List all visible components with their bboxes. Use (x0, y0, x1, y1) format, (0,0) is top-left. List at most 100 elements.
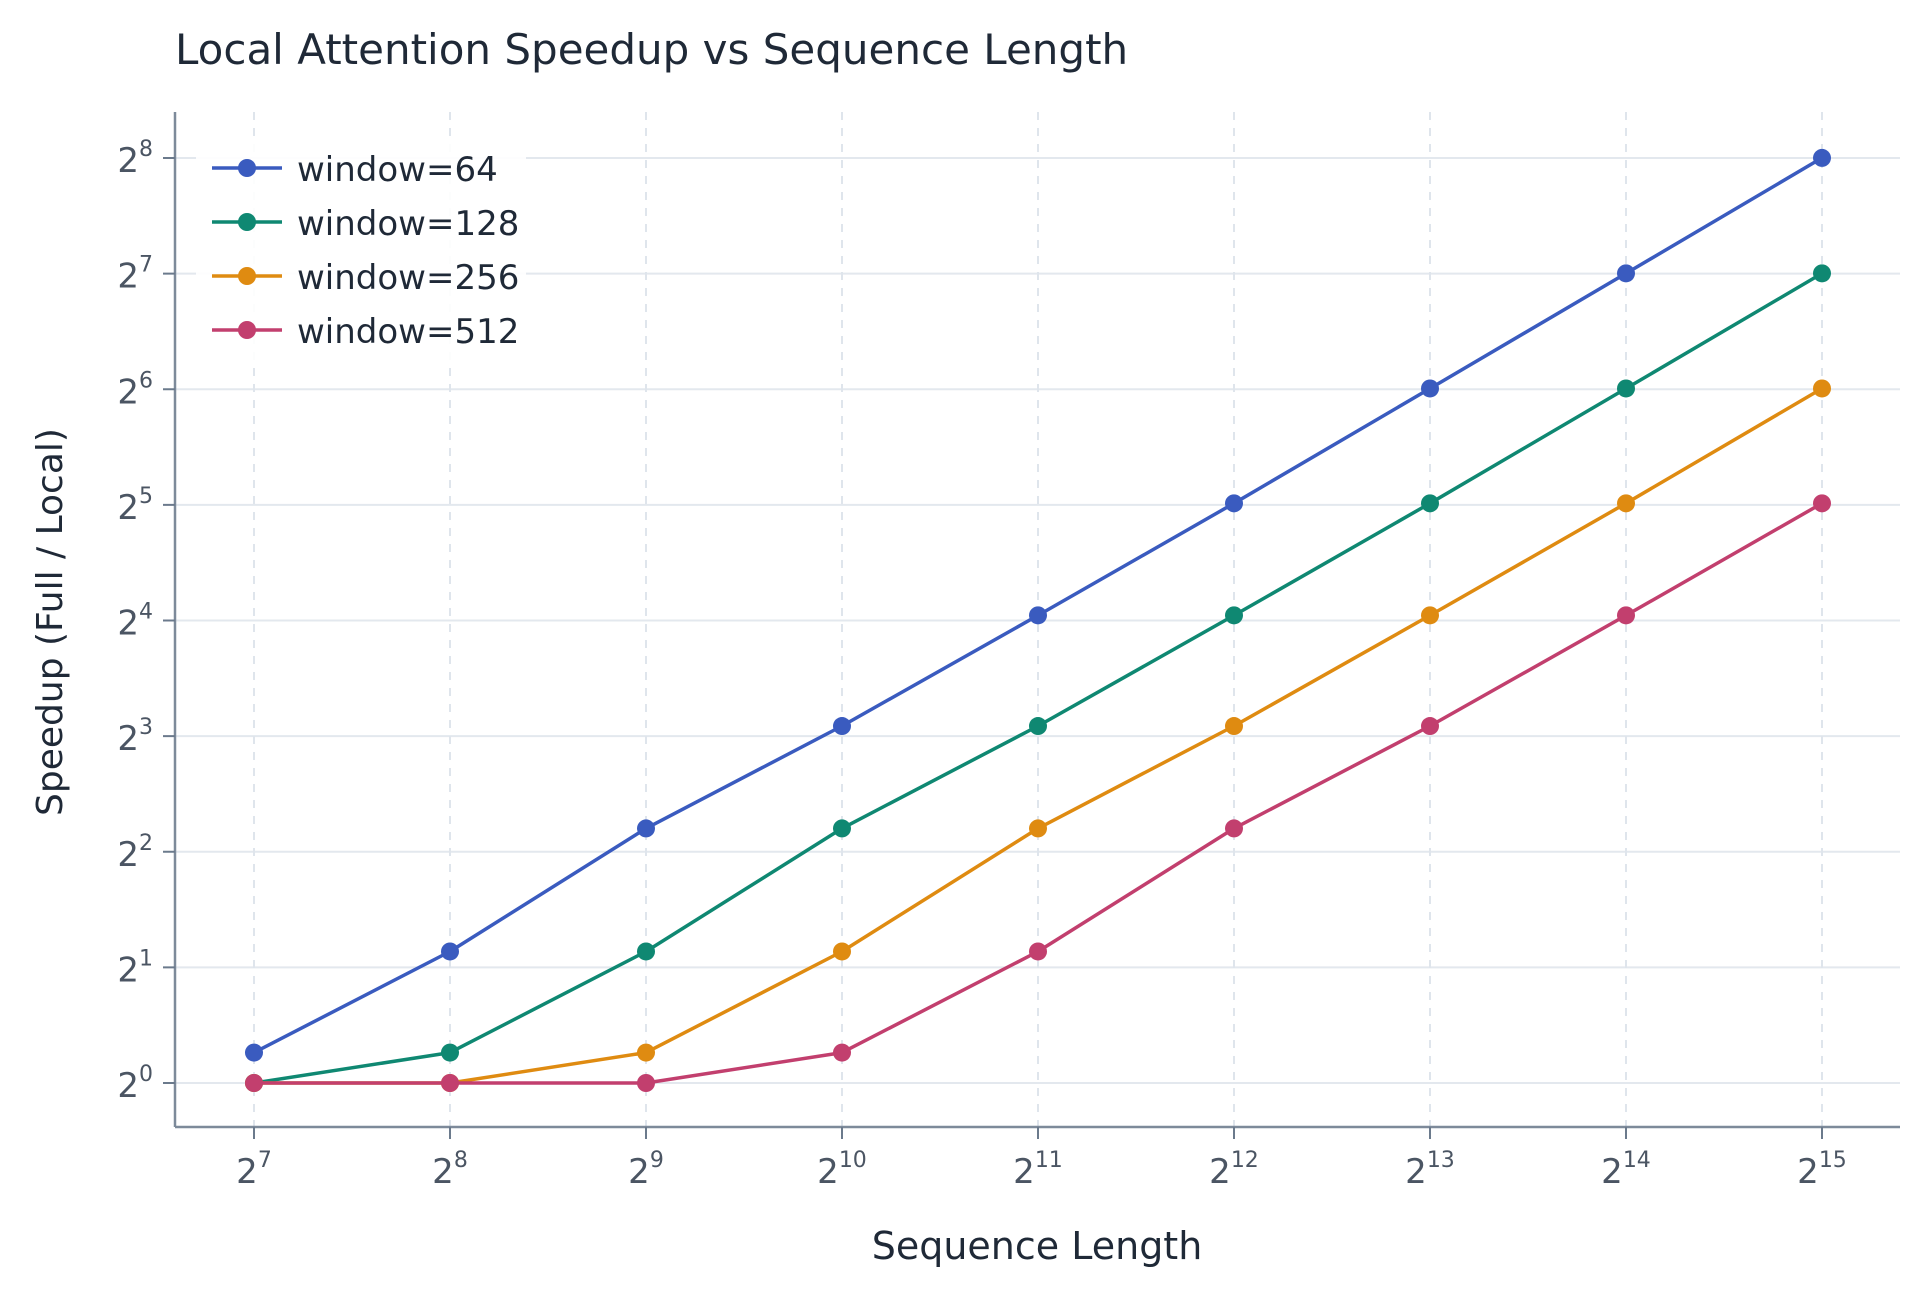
legend: window=64 window=128 window=256 window=512 (196, 137, 526, 362)
legend-swatch-marker (238, 267, 256, 285)
y-tick-base: 2 (117, 835, 139, 875)
y-tick-base: 2 (117, 719, 139, 759)
data-point (833, 1043, 851, 1062)
x-tick-label: 213 (1405, 1148, 1455, 1192)
data-point (1421, 379, 1439, 398)
x-axis-label: Sequence Length (872, 1224, 1203, 1268)
legend-item: window=512 (212, 312, 519, 352)
x-tick-exponent: 14 (1623, 1148, 1651, 1173)
y-tick-base: 2 (117, 257, 139, 297)
legend-label: window=64 (297, 150, 498, 190)
x-tick-exponent: 7 (258, 1148, 272, 1173)
x-tick-label: 215 (1797, 1148, 1847, 1192)
y-tick-base: 2 (117, 1066, 139, 1106)
chart-title: Local Attention Speedup vs Sequence Leng… (175, 25, 1128, 74)
data-point (441, 1043, 459, 1062)
y-tick-label: 20 (117, 1062, 153, 1106)
x-tick-base: 2 (628, 1152, 650, 1192)
x-tick-base: 2 (817, 1152, 839, 1192)
y-tick-exponent: 0 (139, 1062, 153, 1087)
y-tick-label: 25 (117, 484, 153, 528)
x-tick-label: 212 (1209, 1148, 1259, 1192)
legend-label: window=512 (297, 312, 519, 352)
data-point (637, 1043, 655, 1062)
x-tick-exponent: 9 (650, 1148, 664, 1173)
data-point (441, 1074, 459, 1092)
x-tick-exponent: 11 (1035, 1148, 1063, 1173)
series-window=64 (245, 148, 1831, 1062)
y-tick-base: 2 (117, 372, 139, 412)
y-tick-exponent: 7 (139, 253, 153, 278)
legend-item: window=256 (212, 258, 519, 298)
y-tick-exponent: 3 (139, 715, 153, 740)
x-tick-base: 2 (1797, 1152, 1819, 1192)
data-point (637, 819, 655, 838)
data-point (1029, 606, 1047, 625)
x-tick-exponent: 10 (839, 1148, 867, 1173)
legend-swatch-marker (238, 159, 256, 177)
x-tick-base: 2 (1405, 1152, 1427, 1192)
data-point (1813, 264, 1831, 283)
y-tick-exponent: 1 (139, 946, 153, 971)
x-tick-base: 2 (1209, 1152, 1231, 1192)
data-point (1029, 819, 1047, 838)
x-tick-exponent: 8 (454, 1148, 468, 1173)
x-tick-label: 211 (1013, 1148, 1063, 1192)
y-tick-exponent: 4 (139, 600, 153, 625)
y-tick-label: 23 (117, 715, 153, 759)
y-tick-label: 27 (117, 253, 153, 297)
x-tick-label: 214 (1601, 1148, 1651, 1192)
legend-swatch-marker (238, 213, 256, 231)
legend-label: window=128 (297, 204, 519, 244)
series-layer (245, 148, 1831, 1092)
data-point (833, 819, 851, 838)
x-tick-base: 2 (236, 1152, 258, 1192)
y-tick-label: 24 (117, 600, 153, 644)
data-point (245, 1043, 263, 1062)
data-point (833, 942, 851, 961)
data-point (637, 942, 655, 961)
x-tick-label: 210 (817, 1148, 867, 1192)
data-point (1617, 379, 1635, 398)
y-tick-exponent: 2 (139, 831, 153, 856)
x-tick-label: 28 (432, 1148, 468, 1192)
data-point (1617, 494, 1635, 513)
data-point (1617, 606, 1635, 625)
y-tick-base: 2 (117, 604, 139, 644)
data-point (1421, 717, 1439, 736)
y-tick-exponent: 6 (139, 368, 153, 393)
data-point (1225, 717, 1243, 736)
series-window=512 (245, 494, 1831, 1092)
data-point (1813, 494, 1831, 513)
y-axis-label: Speedup (Full / Local) (30, 428, 71, 816)
data-point (637, 1074, 655, 1092)
x-tick-label: 27 (236, 1148, 272, 1192)
data-point (1225, 819, 1243, 838)
legend-label: window=256 (297, 258, 519, 298)
legend-swatch-marker (238, 321, 256, 339)
data-point (1813, 148, 1831, 167)
data-point (1617, 264, 1635, 283)
legend-item: window=128 (212, 204, 519, 244)
y-tick-label: 21 (117, 946, 153, 990)
data-point (1421, 606, 1439, 625)
y-tick-base: 2 (117, 950, 139, 990)
y-tick-base: 2 (117, 141, 139, 181)
series-window=128 (245, 264, 1831, 1092)
y-tick-exponent: 5 (139, 484, 153, 509)
y-tick-exponent: 8 (139, 137, 153, 162)
x-tick-exponent: 15 (1819, 1148, 1847, 1173)
data-point (1225, 606, 1243, 625)
data-point (1421, 494, 1439, 513)
y-tick-label: 26 (117, 368, 153, 412)
x-tick-base: 2 (1013, 1152, 1035, 1192)
data-point (1029, 942, 1047, 961)
data-point (441, 942, 459, 961)
data-point (833, 717, 851, 736)
data-point (245, 1074, 263, 1092)
x-tick-base: 2 (1601, 1152, 1623, 1192)
data-point (1029, 717, 1047, 736)
